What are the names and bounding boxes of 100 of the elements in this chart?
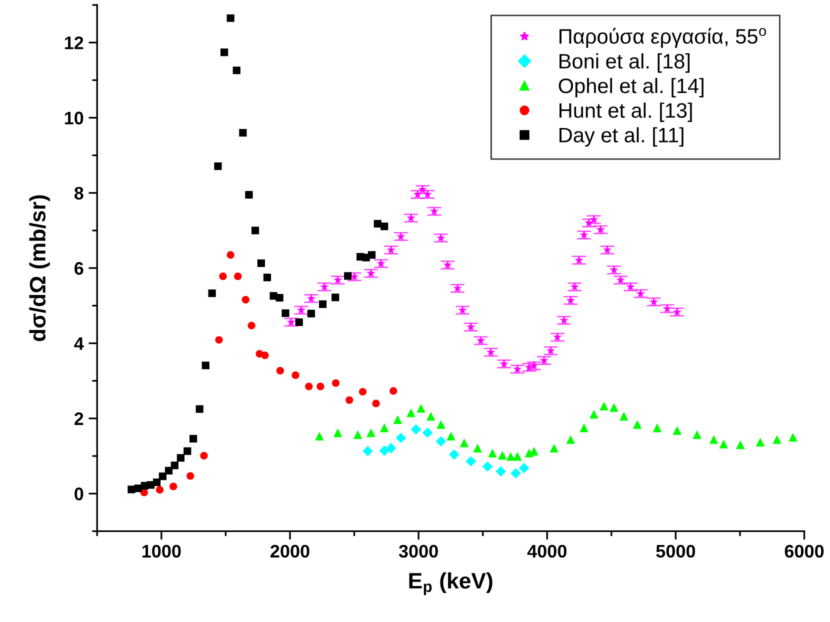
point	[550, 444, 558, 453]
point	[709, 435, 718, 444]
point	[282, 309, 290, 317]
point	[466, 456, 476, 466]
point	[560, 316, 568, 324]
point	[306, 294, 316, 302]
point	[458, 306, 467, 314]
point	[158, 472, 166, 480]
point	[584, 218, 594, 227]
point	[214, 162, 222, 170]
point	[436, 233, 446, 242]
point	[295, 318, 303, 326]
point	[170, 462, 178, 470]
y-tick-label: 6	[74, 262, 84, 275]
point	[261, 351, 269, 360]
point	[513, 452, 522, 461]
point	[396, 432, 406, 444]
point	[170, 482, 178, 490]
point	[386, 245, 396, 254]
legend-label: Day et al. [11]	[560, 127, 684, 147]
point	[164, 466, 173, 474]
point	[200, 452, 208, 460]
point	[672, 307, 682, 316]
point	[390, 387, 398, 395]
point	[448, 449, 460, 460]
point	[719, 440, 728, 448]
y-tick-label: 10	[64, 112, 84, 124]
point	[486, 348, 496, 356]
x-tick-label: 2000	[270, 544, 310, 558]
point	[379, 446, 390, 456]
point	[156, 486, 164, 494]
legend-label: Boni et al. [18]	[560, 53, 690, 73]
point	[482, 461, 493, 472]
point	[406, 408, 416, 418]
point	[453, 284, 462, 292]
point	[506, 452, 516, 461]
point	[376, 258, 386, 268]
point	[430, 206, 439, 216]
y-tick-label: 4	[74, 337, 84, 350]
point	[386, 442, 396, 454]
point	[292, 371, 300, 380]
point	[510, 468, 521, 478]
point	[344, 272, 352, 280]
point	[251, 226, 260, 234]
point	[422, 428, 433, 438]
point	[632, 420, 642, 429]
point	[488, 448, 497, 458]
point	[466, 322, 476, 331]
point	[512, 364, 522, 373]
point	[416, 404, 426, 413]
point	[318, 300, 327, 308]
y-tick-label: 2	[74, 412, 84, 425]
point	[245, 190, 253, 199]
point	[346, 396, 354, 404]
x-tick-label: 6000	[784, 544, 824, 558]
point	[552, 332, 562, 342]
legend-label: Ophel et al. [14]	[558, 78, 704, 98]
point	[226, 14, 234, 22]
point	[186, 472, 194, 480]
point	[366, 428, 376, 438]
point	[176, 454, 184, 462]
point	[566, 435, 576, 444]
point	[460, 438, 469, 448]
point	[202, 362, 210, 370]
point	[590, 410, 598, 419]
point	[332, 294, 340, 302]
point	[315, 432, 324, 440]
point	[189, 434, 198, 443]
point	[580, 230, 588, 239]
point	[574, 256, 584, 264]
point	[619, 412, 628, 421]
point	[566, 296, 576, 304]
point	[215, 336, 223, 344]
point	[220, 48, 228, 56]
point	[263, 274, 272, 282]
point	[756, 438, 765, 446]
point	[473, 444, 482, 453]
point	[446, 432, 456, 440]
point	[152, 478, 161, 486]
point	[353, 430, 362, 439]
point	[436, 420, 446, 429]
point	[788, 432, 798, 442]
point	[257, 259, 265, 267]
point	[232, 66, 240, 74]
y-tick-label: 0	[74, 488, 84, 500]
y-tick-label: 8	[74, 186, 84, 200]
point	[602, 245, 612, 254]
point	[316, 382, 324, 390]
point	[276, 294, 284, 302]
point	[184, 447, 192, 455]
point	[436, 436, 446, 447]
point	[580, 423, 588, 432]
point	[410, 424, 422, 435]
legend-label: Παρούσα εργασία, 55$^{o}$	[560, 28, 766, 48]
point	[736, 440, 745, 450]
point	[443, 260, 452, 269]
point	[600, 402, 608, 410]
point	[610, 403, 618, 412]
point	[208, 289, 216, 298]
point	[396, 232, 406, 240]
